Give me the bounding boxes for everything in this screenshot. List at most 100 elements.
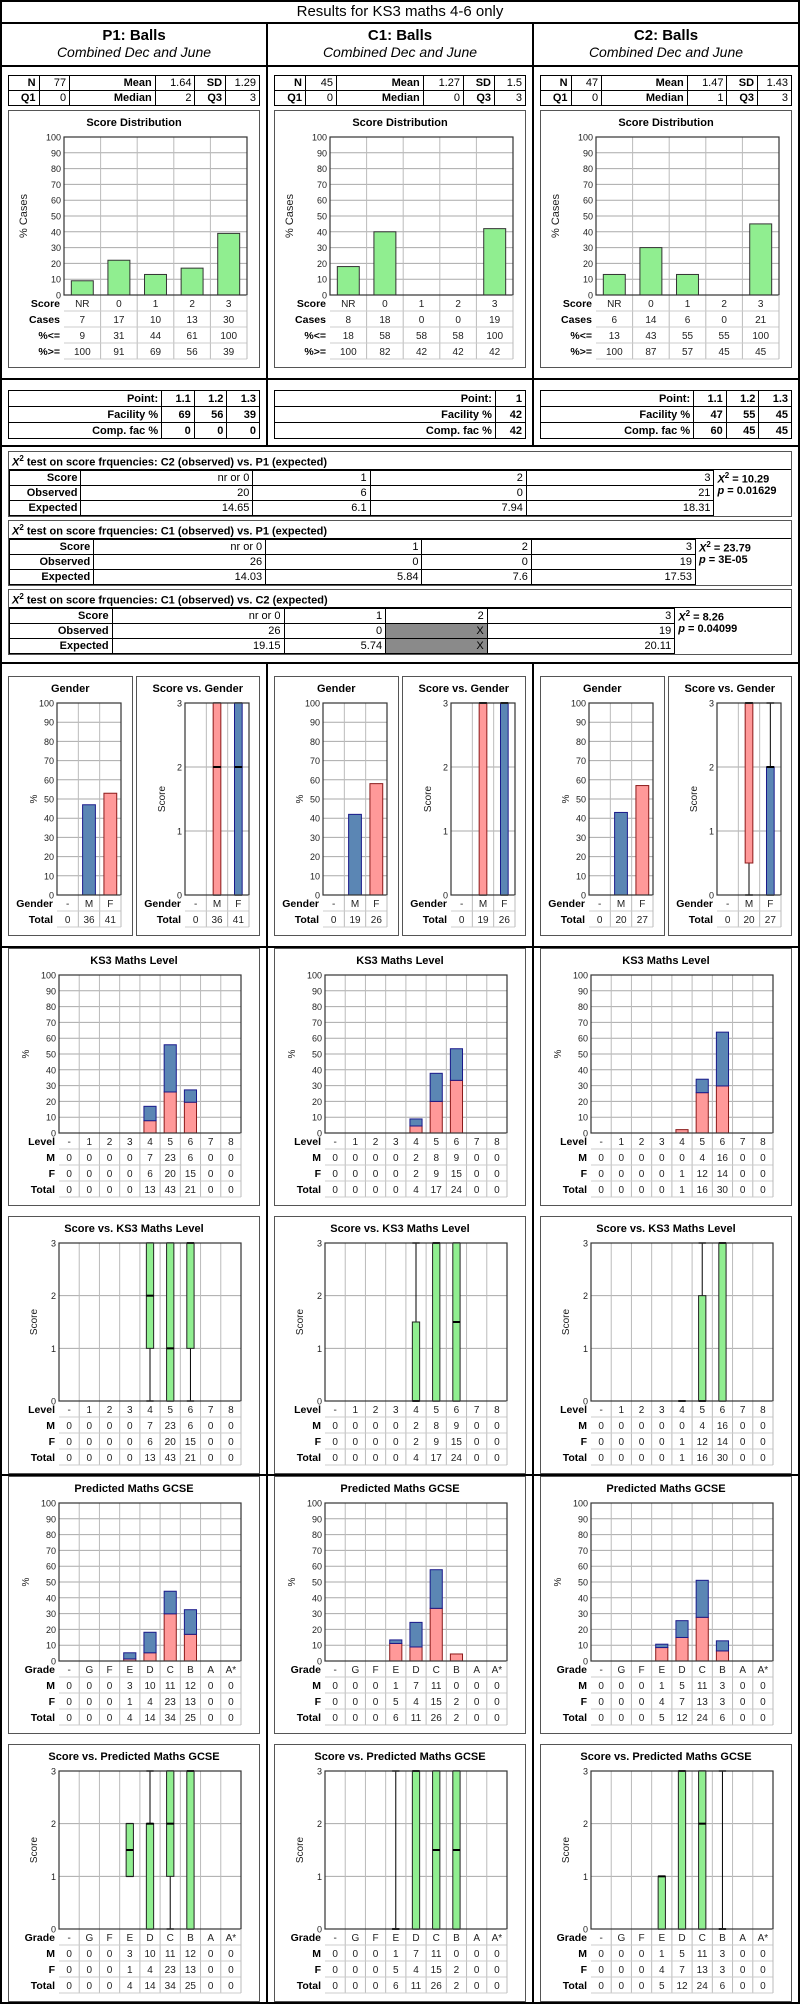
facility-value: 1 <box>494 390 527 407</box>
table-cell: 0 <box>66 1169 72 1180</box>
y-tick-label: 70 <box>583 180 593 190</box>
bar-male <box>348 813 362 896</box>
table-cell: 6 <box>720 1137 726 1148</box>
table-cell: 20 <box>165 1437 177 1448</box>
top-row: P1: Balls Combined Dec and June N 77 Mean 1.6… <box>2 24 798 447</box>
divider <box>268 378 532 380</box>
facility-label: Point: <box>7 390 163 407</box>
stat-label: Q3 <box>726 90 759 106</box>
table-cell: 0 <box>373 1421 379 1432</box>
bar-female <box>635 785 650 896</box>
table-cell: 3 <box>393 1137 399 1148</box>
table-cell: 0 <box>494 1697 500 1708</box>
y-tick-label: 1 <box>51 1872 56 1882</box>
table-cell: 4 <box>413 1137 419 1148</box>
table-cell: 8 <box>494 1137 500 1148</box>
table-cell: 0 <box>228 1421 234 1432</box>
table-cell: 19 <box>489 315 501 326</box>
gender-chart: Gender 0 10 20 30 40 50 60 70 80 90 100% Gender - M F To… <box>8 676 133 936</box>
facility-value: 0 <box>226 422 260 439</box>
gender-column-c2: Gender 0 10 20 30 40 50 60 70 80 90 100% Gender - M F To… <box>534 664 798 946</box>
y-axis-label: % <box>295 794 306 803</box>
table-cell: 57 <box>682 347 694 358</box>
stat-value-q1: 0 <box>38 90 71 106</box>
y-tick-label: 0 <box>317 1925 322 1935</box>
table-cell: 26 <box>371 915 383 926</box>
table-cell: 0 <box>66 1981 72 1992</box>
gender-svg: 0 10 20 30 40 50 60 70 80 90 100% Gender - M F Total 0 20… <box>548 699 654 928</box>
y-tick-label: 40 <box>44 814 54 824</box>
y-tick-label: 60 <box>578 1562 588 1572</box>
y-tick-label: 90 <box>578 986 588 996</box>
table-cell: 0 <box>740 1185 746 1196</box>
table-cell: 0 <box>760 1421 766 1432</box>
stat-label: Median <box>601 90 688 106</box>
table-cell: 55 <box>719 331 731 342</box>
table-cell: NR <box>75 299 89 310</box>
table-cell: B <box>453 1665 460 1676</box>
table-cell: 26 <box>431 1981 443 1992</box>
table-cell: 0 <box>474 1697 480 1708</box>
table-cell: 0 <box>373 1965 379 1976</box>
row-label: Score <box>297 298 326 310</box>
y-tick-label: 90 <box>312 986 322 996</box>
table-cell: 0 <box>619 1713 625 1724</box>
table-cell: 0 <box>740 1981 746 1992</box>
bar <box>70 280 94 296</box>
y-tick-label: 50 <box>578 1050 588 1060</box>
stat-value-q1: 0 <box>570 90 603 106</box>
table-cell: 0 <box>393 1453 399 1464</box>
bar-male <box>449 1048 464 1081</box>
table-cell: 1 <box>659 1681 665 1692</box>
table-cell: 20 <box>165 1169 177 1180</box>
table-cell: 0 <box>639 1713 645 1724</box>
table-cell: 2 <box>107 1405 113 1416</box>
table-cell: 0 <box>740 1169 746 1180</box>
table-cell: 13 <box>185 1965 197 1976</box>
table-cell: 23 <box>165 1697 177 1708</box>
table-cell: 0 <box>353 1421 359 1432</box>
table-cell: 7 <box>474 1405 480 1416</box>
table-cell: A <box>739 1665 746 1676</box>
table-cell: 5 <box>679 1681 685 1692</box>
y-tick-label: 90 <box>51 148 61 158</box>
chi-cell: 0 <box>265 554 423 570</box>
y-tick-label: 30 <box>576 833 586 843</box>
table-cell: 17 <box>113 315 125 326</box>
table-cell: 0 <box>598 1981 604 1992</box>
table-cell: 0 <box>353 1185 359 1196</box>
score-vs-ks3-chart: Score vs. KS3 Maths Level 0 1 2 3 Score Level -… <box>8 1216 260 1474</box>
table-cell: 4 <box>699 1153 705 1164</box>
y-axis-label: % <box>553 1049 564 1058</box>
table-cell: 0 <box>494 1169 500 1180</box>
table-cell: C <box>167 1933 174 1944</box>
table-cell: 0 <box>639 1169 645 1180</box>
table-cell: - <box>333 1405 336 1416</box>
table-cell: 6 <box>147 1437 153 1448</box>
row-label: M <box>578 1152 587 1164</box>
box <box>145 1823 155 1930</box>
table-cell: 10 <box>144 1681 156 1692</box>
score-vs-gcse-chart: Score vs. Predicted Maths GCSE 0 1 2 3 Score G… <box>540 1744 792 2002</box>
table-cell: 58 <box>453 331 465 342</box>
table-cell: 2 <box>413 1153 419 1164</box>
table-cell: 9 <box>454 1153 460 1164</box>
table-cell: 0 <box>659 1421 665 1432</box>
table-cell: 0 <box>127 1153 133 1164</box>
table-cell: 0 <box>208 1681 214 1692</box>
bar-male <box>614 811 628 896</box>
table-cell: 1 <box>679 1169 685 1180</box>
row-label: Cases <box>29 314 60 326</box>
table-cell: 3 <box>127 1681 133 1692</box>
row-label: Total <box>563 1452 587 1464</box>
table-cell: 0 <box>208 1697 214 1708</box>
y-tick-label: 60 <box>578 1034 588 1044</box>
y-axis-label: Score <box>157 786 168 813</box>
plot-frame <box>590 974 774 1134</box>
facility-label: Comp. fac % <box>7 422 163 439</box>
table-cell: 45 <box>755 347 767 358</box>
table-cell: 0 <box>87 1965 93 1976</box>
